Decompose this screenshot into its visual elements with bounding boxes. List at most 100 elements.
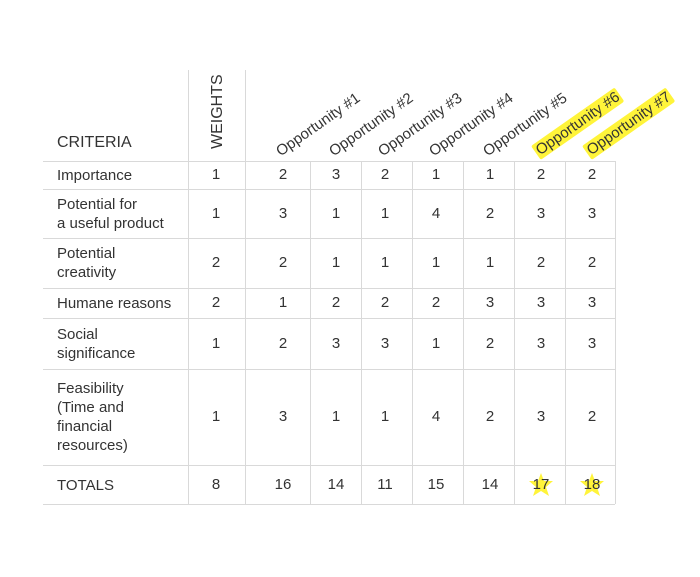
criteria-line: financial — [57, 418, 113, 435]
row-divider — [43, 318, 615, 319]
criteria-header: CRITERIA — [57, 134, 132, 151]
criteria-line: Feasibility — [57, 380, 124, 397]
score-cell: 2 — [380, 294, 390, 311]
score-cell: 2 — [587, 408, 597, 425]
row-divider — [43, 369, 615, 370]
score-cell: 3 — [380, 334, 390, 352]
score-cell: 1 — [380, 408, 390, 425]
score-cell: 3 — [587, 334, 597, 352]
score-cell: 1 — [431, 166, 441, 183]
column-divider — [565, 161, 566, 504]
criteria-line: Potential for — [57, 195, 138, 213]
column-divider — [514, 161, 515, 504]
score-cell: 3 — [278, 408, 288, 425]
opportunity-label: Opportunity #6 — [531, 87, 625, 160]
score-cell: 2 — [536, 254, 546, 271]
criteria-label: Potential for a useful product — [57, 195, 164, 233]
criteria-line: a useful product — [57, 214, 164, 232]
opportunity-label: Opportunity #3 — [375, 89, 466, 160]
criteria-line: Social — [57, 325, 98, 343]
column-divider — [412, 161, 413, 504]
criteria-line: significance — [57, 344, 136, 362]
score-cell: 2 — [485, 408, 495, 425]
score-cell: 4 — [431, 204, 441, 222]
weights-header: WEIGHTS — [209, 74, 226, 149]
criteria-label: Potential creativity — [57, 244, 116, 282]
score-cell: 2 — [278, 334, 288, 352]
score-cell: 3 — [587, 294, 597, 311]
criteria-line: Humane reasons — [57, 294, 172, 312]
column-divider — [310, 161, 311, 504]
score-cell: 4 — [431, 408, 441, 425]
criteria-line: creativity — [57, 264, 117, 281]
score-cell: 1 — [431, 254, 441, 271]
totals-score: 16 — [274, 475, 292, 493]
score-cell: 3 — [485, 294, 495, 311]
criteria-line: (Time and — [57, 399, 124, 416]
score-cell: 1 — [380, 254, 390, 271]
score-cell: 3 — [536, 294, 546, 311]
score-cell: 1 — [331, 204, 341, 222]
score-cell: 2 — [380, 166, 390, 183]
criteria-label: Humane reasons — [57, 294, 171, 313]
totals-score: 17 — [532, 475, 550, 493]
score-cell: 2 — [331, 294, 341, 311]
score-cell: 2 — [485, 204, 495, 222]
totals-label: TOTALS — [57, 476, 114, 494]
row-divider — [43, 465, 615, 466]
weight-cell: 1 — [211, 408, 221, 425]
opportunity-label: Opportunity #7 — [582, 87, 676, 160]
score-cell: 1 — [485, 254, 495, 271]
score-cell: 1 — [331, 254, 341, 271]
score-cell: 3 — [278, 204, 288, 222]
column-divider — [463, 161, 464, 504]
row-divider — [43, 504, 615, 505]
score-cell: 2 — [278, 166, 288, 183]
totals-score: 15 — [427, 475, 445, 493]
totals-weight: 8 — [211, 475, 221, 493]
opportunity-header-7: Opportunity #7 — [582, 87, 676, 160]
totals-score: 11 — [377, 475, 393, 493]
score-cell: 3 — [331, 334, 341, 352]
column-divider — [188, 70, 189, 504]
row-divider — [43, 238, 615, 239]
opportunity-header-6: Opportunity #6 — [531, 87, 625, 160]
score-cell: 1 — [485, 166, 495, 183]
score-cell: 2 — [485, 334, 495, 352]
score-cell: 3 — [587, 204, 597, 222]
weight-cell: 1 — [211, 204, 221, 222]
criteria-line: Importance — [57, 166, 133, 184]
score-cell: 3 — [536, 204, 546, 222]
score-cell: 1 — [431, 334, 441, 352]
opportunity-header-3: Opportunity #3 — [375, 90, 465, 160]
star-highlight-icon — [580, 472, 604, 496]
weight-cell: 2 — [211, 254, 221, 271]
star-highlight-icon — [529, 472, 553, 496]
score-cell: 3 — [536, 334, 546, 352]
column-divider — [245, 70, 246, 504]
score-cell: 1 — [331, 408, 341, 425]
weight-cell: 1 — [211, 166, 221, 183]
score-cell: 2 — [587, 166, 597, 183]
score-cell: 2 — [587, 254, 597, 271]
score-cell: 1 — [278, 294, 288, 311]
totals-score: 18 — [583, 475, 601, 493]
column-divider — [361, 161, 362, 504]
criteria-label: Feasibility (Time and financial resources) — [57, 379, 128, 455]
score-cell: 1 — [380, 204, 390, 222]
criteria-line: resources) — [57, 437, 128, 454]
criteria-line: Potential — [57, 245, 116, 262]
row-divider — [43, 161, 615, 162]
totals-score: 14 — [481, 475, 499, 493]
criteria-label: Social significance — [57, 325, 135, 363]
column-divider — [615, 161, 616, 504]
score-cell: 3 — [331, 166, 341, 183]
weight-cell: 2 — [211, 294, 221, 311]
row-divider — [43, 288, 615, 289]
score-cell: 3 — [536, 408, 546, 425]
totals-score: 14 — [327, 475, 345, 493]
score-cell: 2 — [278, 254, 288, 271]
score-cell: 2 — [431, 294, 441, 311]
row-divider — [43, 189, 615, 190]
weight-cell: 1 — [211, 334, 221, 352]
